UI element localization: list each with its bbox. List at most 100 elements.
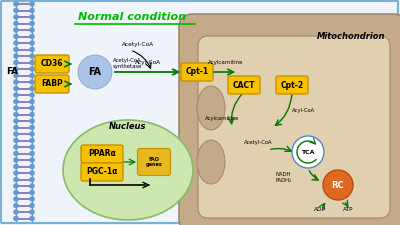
- Circle shape: [13, 92, 19, 98]
- Circle shape: [13, 27, 19, 33]
- FancyBboxPatch shape: [81, 145, 123, 163]
- Circle shape: [323, 170, 353, 200]
- FancyBboxPatch shape: [138, 148, 170, 176]
- Circle shape: [13, 8, 19, 13]
- Circle shape: [29, 99, 35, 104]
- Circle shape: [13, 209, 19, 215]
- Text: FABP: FABP: [41, 79, 63, 88]
- Circle shape: [13, 144, 19, 150]
- Bar: [16, 133, 32, 135]
- Bar: [16, 42, 32, 44]
- Bar: [16, 140, 32, 142]
- Text: TCA: TCA: [301, 149, 315, 155]
- Text: Acyl-CoA: Acyl-CoA: [292, 108, 315, 113]
- Circle shape: [29, 86, 35, 91]
- Bar: [16, 185, 32, 187]
- Circle shape: [13, 170, 19, 176]
- Circle shape: [29, 196, 35, 202]
- Bar: [16, 218, 32, 220]
- Bar: [16, 49, 32, 50]
- Bar: [16, 29, 32, 31]
- Bar: [16, 205, 32, 207]
- Circle shape: [13, 118, 19, 124]
- Text: RC: RC: [332, 180, 344, 189]
- Bar: [16, 146, 32, 148]
- Text: FA: FA: [88, 67, 102, 77]
- Text: CD36: CD36: [41, 59, 63, 68]
- Bar: [16, 22, 32, 25]
- Circle shape: [13, 86, 19, 91]
- Circle shape: [29, 183, 35, 189]
- Bar: [16, 36, 32, 38]
- Bar: [16, 166, 32, 167]
- Bar: [16, 178, 32, 180]
- Circle shape: [29, 27, 35, 33]
- Circle shape: [29, 66, 35, 72]
- Text: ATP: ATP: [343, 207, 353, 212]
- Bar: [16, 172, 32, 174]
- Circle shape: [29, 190, 35, 195]
- Circle shape: [29, 138, 35, 143]
- Bar: [16, 94, 32, 96]
- Circle shape: [29, 170, 35, 176]
- Circle shape: [29, 79, 35, 85]
- Circle shape: [13, 60, 19, 65]
- Circle shape: [13, 66, 19, 72]
- Bar: [16, 126, 32, 128]
- Circle shape: [29, 157, 35, 163]
- Text: CACT: CACT: [233, 81, 255, 90]
- Text: Cpt-2: Cpt-2: [280, 81, 304, 90]
- FancyBboxPatch shape: [81, 163, 123, 181]
- Circle shape: [13, 34, 19, 39]
- Circle shape: [13, 203, 19, 208]
- Circle shape: [29, 209, 35, 215]
- Text: Acetyl-CoA: Acetyl-CoA: [122, 42, 154, 47]
- Circle shape: [29, 40, 35, 46]
- Circle shape: [29, 216, 35, 221]
- Bar: [16, 113, 32, 115]
- Circle shape: [13, 40, 19, 46]
- Circle shape: [29, 53, 35, 59]
- Circle shape: [13, 157, 19, 163]
- Bar: [16, 81, 32, 83]
- Bar: [16, 3, 32, 5]
- Circle shape: [13, 73, 19, 78]
- Bar: [16, 153, 32, 155]
- Bar: [16, 107, 32, 109]
- FancyBboxPatch shape: [198, 36, 390, 218]
- Circle shape: [29, 14, 35, 20]
- FancyBboxPatch shape: [228, 76, 260, 94]
- Circle shape: [29, 8, 35, 13]
- Circle shape: [13, 79, 19, 85]
- Bar: [16, 88, 32, 90]
- Circle shape: [29, 105, 35, 111]
- Circle shape: [29, 73, 35, 78]
- Text: Nucleus: Nucleus: [109, 122, 147, 131]
- Ellipse shape: [197, 140, 225, 184]
- Circle shape: [29, 131, 35, 137]
- Ellipse shape: [63, 120, 193, 220]
- Bar: [16, 120, 32, 122]
- Circle shape: [13, 1, 19, 7]
- Circle shape: [13, 138, 19, 143]
- Text: Acylcarnitine: Acylcarnitine: [205, 116, 239, 121]
- FancyBboxPatch shape: [35, 75, 69, 93]
- Circle shape: [29, 118, 35, 124]
- Circle shape: [29, 34, 35, 39]
- Text: FA: FA: [6, 68, 18, 76]
- Text: Acylcarnitine: Acylcarnitine: [208, 60, 244, 65]
- Circle shape: [13, 131, 19, 137]
- Circle shape: [29, 21, 35, 26]
- Circle shape: [29, 177, 35, 182]
- Circle shape: [29, 125, 35, 130]
- Circle shape: [13, 190, 19, 195]
- Circle shape: [29, 112, 35, 117]
- Circle shape: [13, 125, 19, 130]
- Circle shape: [13, 53, 19, 59]
- Circle shape: [13, 112, 19, 117]
- Text: Normal condition: Normal condition: [78, 12, 186, 22]
- Bar: [16, 68, 32, 70]
- Circle shape: [29, 144, 35, 150]
- Text: ADP: ADP: [314, 207, 326, 212]
- Text: PGC-1α: PGC-1α: [86, 167, 118, 176]
